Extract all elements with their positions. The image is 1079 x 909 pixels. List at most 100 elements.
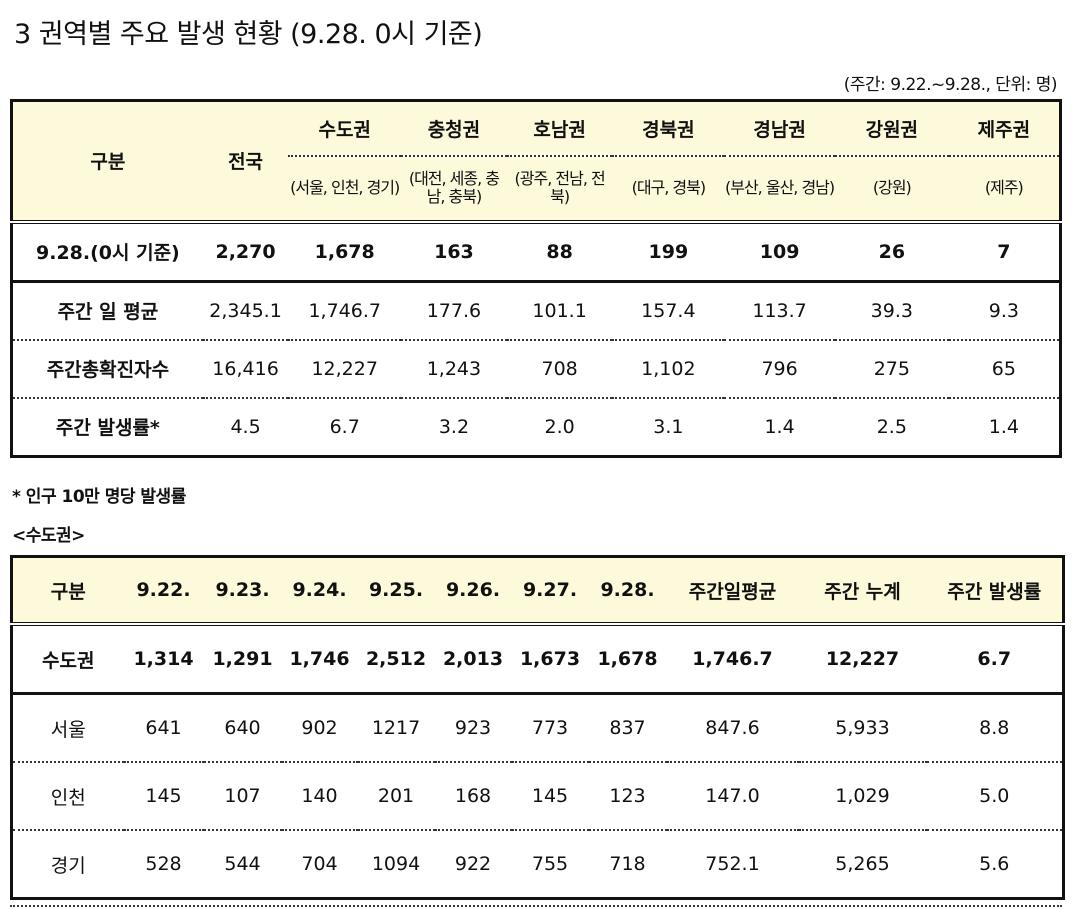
header-region: 호남권	[506, 100, 613, 157]
cell: 12,227	[288, 339, 402, 399]
header-region: 충청권	[401, 100, 507, 157]
header-national: 전국	[202, 100, 289, 224]
cell: 1,746.7	[288, 281, 402, 341]
cell: 157.4	[612, 281, 725, 341]
cell: 177.6	[401, 281, 507, 341]
cell: 2.5	[876, 415, 907, 438]
table-row: 주간 발생률* 4.5 6.7 3.2 2.0 3.1 1.4 2.5 1.4	[12, 398, 1061, 457]
cell: 718	[609, 853, 646, 875]
row-label: 수도권	[11, 624, 124, 695]
cell: 1217	[357, 693, 435, 763]
cell: 1,678	[588, 624, 667, 695]
cell: 5,265	[835, 853, 890, 875]
cell: 6.7	[926, 624, 1064, 695]
cell: 2,013	[434, 624, 512, 695]
cell: 1,678	[288, 221, 402, 283]
cell: 109	[724, 221, 835, 283]
cell: 1.4	[764, 415, 795, 438]
capital-area-daily-table: 구분 9.22. 9.23. 9.24. 9.25. 9.26. 9.27. 9…	[10, 555, 1065, 900]
table-row: 9.28.(0시 기준) 2,270 1,678 163 88 199 109 …	[11, 221, 1061, 283]
header-region-sub: (강원)	[834, 155, 949, 224]
cell: 5.0	[926, 762, 1064, 831]
cell: 2.0	[544, 415, 575, 438]
header-cell: 9.25.	[357, 556, 435, 626]
cell: 8.8	[926, 693, 1064, 763]
table-row: 주간 일 평균 2,345.1 1,746.7 177.6 101.1 157.…	[11, 281, 1061, 341]
row-label: 주간총확진자수	[11, 339, 203, 399]
cell: 7	[948, 221, 1061, 283]
header-region-sub: (대전, 세종, 충남, 충북)	[401, 155, 507, 224]
cell: 5,933	[798, 693, 927, 763]
cell: 1,029	[798, 762, 927, 831]
header-region: 제주권	[948, 100, 1061, 157]
cell: 6.7	[329, 415, 360, 438]
header-cell: 주간 누계	[798, 556, 927, 626]
cell: 16,416	[202, 339, 289, 399]
cell: 140	[281, 762, 358, 831]
row-label: 인천	[11, 762, 124, 831]
cell: 755	[531, 853, 569, 875]
cell: 847.6	[666, 693, 799, 763]
header-region: 강원권	[834, 100, 949, 157]
cell: 39.3	[834, 281, 949, 341]
section-heading: <수도권>	[12, 526, 85, 546]
cell: 1,102	[612, 339, 725, 399]
row-label: 경기	[50, 854, 86, 877]
cell: 2,270	[202, 221, 289, 283]
header-cell: 9.22.	[123, 556, 204, 626]
page-title: 3 권역별 주요 발생 현황 (9.28. 0시 기준)	[14, 19, 483, 50]
header-cell: 주간 발생률	[926, 556, 1064, 626]
cell: 902	[281, 693, 358, 763]
cell: 640	[203, 693, 282, 763]
cell: 5.6	[979, 853, 1010, 875]
header-region: 수도권	[288, 100, 402, 157]
header-cell: 구분	[11, 556, 124, 626]
row-label: 주간 일 평균	[11, 281, 203, 341]
cell: 168	[434, 762, 512, 831]
cell: 147.0	[666, 762, 799, 831]
cell: 773	[511, 693, 589, 763]
cell: 708	[506, 339, 613, 399]
row-label: 9.28.(0시 기준)	[11, 221, 203, 283]
cell: 1,291	[203, 624, 282, 695]
header-cell: 9.26.	[434, 556, 512, 626]
cell: 1,746.7	[666, 624, 799, 695]
cell: 113.7	[724, 281, 835, 341]
cell: 2,345.1	[202, 281, 289, 341]
footnote: * 인구 10만 명당 발생률	[12, 487, 186, 507]
header-region-sub: (제주)	[948, 155, 1061, 224]
header-corner: 구분	[11, 100, 203, 224]
cell: 163	[401, 221, 507, 283]
header-cell: 9.24.	[281, 556, 358, 626]
cell: 796	[724, 339, 835, 399]
header-region-sub: (광주, 전남, 전북)	[506, 155, 613, 224]
cell: 3.1	[653, 415, 684, 438]
table-row: 경기 528 544 704 1094 922 755 718 752.1 5,…	[12, 830, 1064, 899]
cell: 1,746	[281, 624, 358, 695]
row-label: 주간 발생률*	[55, 417, 160, 439]
cell: 1094	[371, 853, 421, 875]
table-row: 주간총확진자수 16,416 12,227 1,243 708 1,102 79…	[11, 339, 1061, 399]
cell: 65	[948, 339, 1061, 399]
cell: 641	[123, 693, 204, 763]
cell: 923	[434, 693, 512, 763]
cell: 3.2	[438, 415, 470, 438]
cell: 101.1	[506, 281, 613, 341]
cell: 1,243	[401, 339, 507, 399]
cell: 26	[834, 221, 949, 283]
cell: 1.4	[988, 415, 1019, 438]
cell: 837	[588, 693, 667, 763]
table-row: 서울 641 640 902 1217 923 773 837 847.6 5,…	[11, 693, 1064, 763]
cell: 145	[123, 762, 204, 831]
cell: 107	[203, 762, 282, 831]
cell: 88	[506, 221, 613, 283]
cell: 704	[301, 853, 338, 875]
cell: 275	[834, 339, 949, 399]
header-cell: 9.23.	[203, 556, 282, 626]
header-cell: 주간일평균	[666, 556, 799, 626]
cell: 199	[612, 221, 725, 283]
header-region: 경남권	[724, 100, 835, 157]
cell: 4.5	[230, 415, 261, 438]
cell: 922	[454, 853, 492, 875]
header-cell: 9.27.	[511, 556, 589, 626]
